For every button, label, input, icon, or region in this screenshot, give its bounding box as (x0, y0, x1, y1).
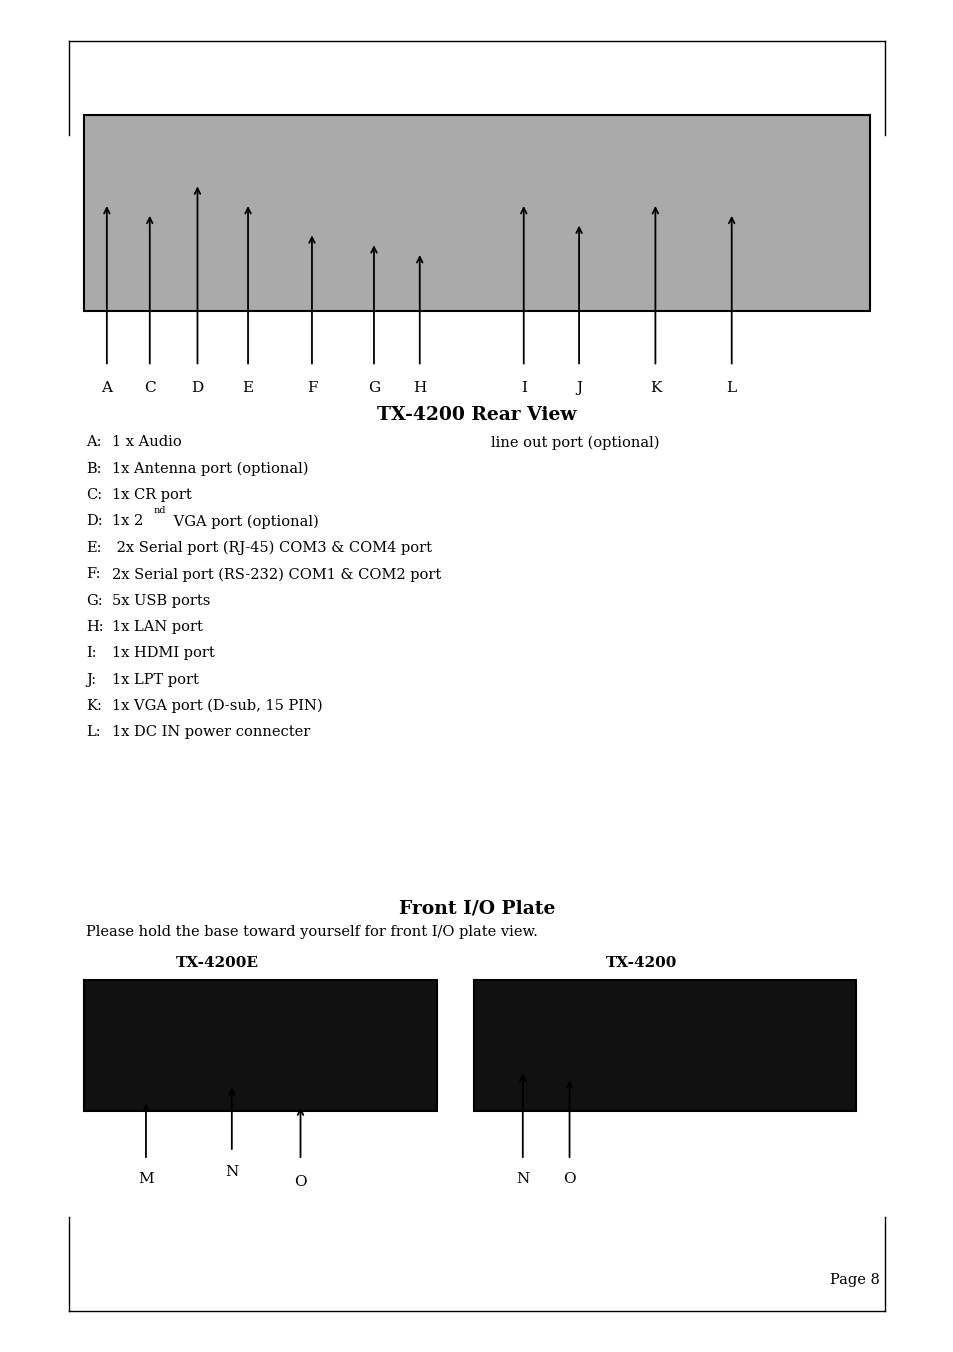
Text: nd: nd (153, 506, 166, 515)
Text: E: E (242, 381, 253, 395)
Text: K: K (649, 381, 660, 395)
Text: K:: K: (86, 699, 102, 713)
Text: I: I (520, 381, 526, 395)
Text: 2x Serial port (RS-232) COM1 & COM2 port: 2x Serial port (RS-232) COM1 & COM2 port (112, 568, 440, 581)
Bar (474, 980, 855, 1111)
Text: VGA port (optional): VGA port (optional) (169, 514, 318, 529)
Bar (84, 115, 869, 311)
Text: M: M (138, 1172, 153, 1186)
Text: C: C (144, 381, 155, 395)
Text: Please hold the base toward yourself for front I/O plate view.: Please hold the base toward yourself for… (86, 925, 537, 938)
Text: A:: A: (86, 435, 101, 449)
Text: line out port (optional): line out port (optional) (491, 435, 659, 450)
Text: A: A (101, 381, 112, 395)
Text: 1x DC IN power connecter: 1x DC IN power connecter (112, 725, 310, 740)
Text: D:: D: (86, 514, 102, 529)
Text: G:: G: (86, 594, 102, 607)
Text: B:: B: (86, 461, 101, 476)
Text: O: O (562, 1172, 576, 1186)
Text: F: F (306, 381, 317, 395)
Text: 1x Antenna port (optional): 1x Antenna port (optional) (112, 461, 308, 476)
Text: 1x CR port: 1x CR port (112, 488, 192, 502)
Text: H:: H: (86, 619, 103, 634)
Text: TX-4200 Rear View: TX-4200 Rear View (376, 406, 577, 423)
Text: TX-4200: TX-4200 (605, 956, 676, 969)
Text: N: N (225, 1165, 238, 1179)
Text: 1x 2: 1x 2 (112, 514, 143, 529)
Text: F:: F: (86, 568, 100, 581)
Text: J:: J: (86, 672, 96, 687)
Text: L:: L: (86, 725, 100, 740)
Text: 2x Serial port (RJ-45) COM3 & COM4 port: 2x Serial port (RJ-45) COM3 & COM4 port (112, 541, 431, 556)
Text: O: O (294, 1175, 307, 1188)
Text: Front I/O Plate: Front I/O Plate (398, 899, 555, 917)
Text: D: D (192, 381, 203, 395)
Text: 1x VGA port (D-sub, 15 PIN): 1x VGA port (D-sub, 15 PIN) (112, 699, 322, 714)
Text: 1x HDMI port: 1x HDMI port (112, 646, 214, 660)
Text: 1x LAN port: 1x LAN port (112, 619, 202, 634)
Bar (84, 980, 436, 1111)
Text: Page 8: Page 8 (829, 1274, 879, 1287)
Text: H: H (413, 381, 426, 395)
Text: C:: C: (86, 488, 102, 502)
Text: 1x LPT port: 1x LPT port (112, 672, 198, 687)
Text: 5x USB ports: 5x USB ports (112, 594, 210, 607)
Text: N: N (516, 1172, 529, 1186)
Text: I:: I: (86, 646, 96, 660)
Text: G: G (368, 381, 379, 395)
Text: E:: E: (86, 541, 101, 554)
Text: L: L (726, 381, 736, 395)
Text: 1 x Audio: 1 x Audio (112, 435, 181, 449)
Text: J: J (576, 381, 581, 395)
Text: TX-4200E: TX-4200E (175, 956, 259, 969)
